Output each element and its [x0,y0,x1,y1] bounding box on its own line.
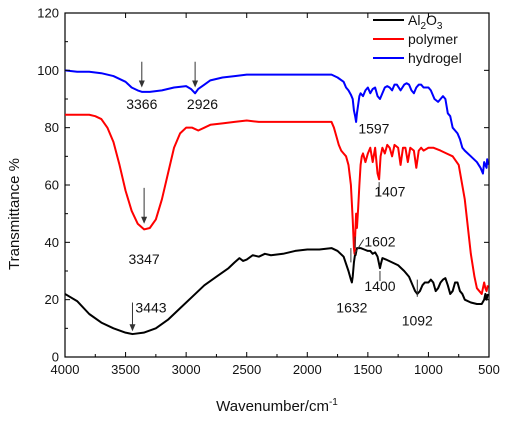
annotation-arrow-head [129,324,136,332]
x-tick-label: 3500 [111,362,140,377]
peak-label-1400: 1400 [364,278,395,294]
annotation-arrow-head [192,80,199,88]
peak-label-1602: 1602 [364,234,395,250]
peak-label-3347: 3347 [129,251,160,267]
annotation-arrow-head [141,216,148,224]
y-tick-label: 80 [45,120,59,135]
x-tick-label: 4000 [51,362,80,377]
series-line-polymer [65,113,489,295]
y-tick-label: 20 [45,292,59,307]
peak-label-1407: 1407 [374,183,405,199]
x-axis-title-main: Wavenumber/cm [216,398,329,415]
x-tick-label: 500 [478,362,500,377]
y-tick-label: 60 [45,178,59,193]
legend-label-hydrogel: hydrogel [408,50,462,66]
peak-label-3443: 3443 [135,300,166,316]
y-axis-title: Transmittance % [6,158,23,270]
peak-label-3366: 3366 [126,96,157,112]
peak-label-1597: 1597 [358,120,389,136]
peak-label-1632: 1632 [336,300,367,316]
x-tick-label: 1000 [414,362,443,377]
annotation-arrow-head [138,80,145,88]
x-tick-label: 3000 [172,362,201,377]
peak-label-2926: 2926 [187,96,218,112]
x-tick-label: 2000 [293,362,322,377]
x-axis-title: Wavenumber/cm-1 [216,397,338,415]
x-tick-label: 1500 [353,362,382,377]
x-axis-title-superscript: -1 [329,397,338,408]
legend-label-al2o3: Al2O3 [408,12,443,32]
x-tick-label: 2500 [232,362,261,377]
y-tick-label: 40 [45,235,59,250]
y-tick-label: 0 [52,350,59,365]
legend-label-polymer: polymer [408,31,458,47]
annotation-leader-1602 [354,239,365,255]
series-line-hydrogel [64,69,489,175]
y-tick-label: 120 [37,6,59,21]
series-line-al2o3 [64,247,489,336]
y-tick-label: 100 [37,63,59,78]
peak-label-1092: 1092 [402,312,433,328]
